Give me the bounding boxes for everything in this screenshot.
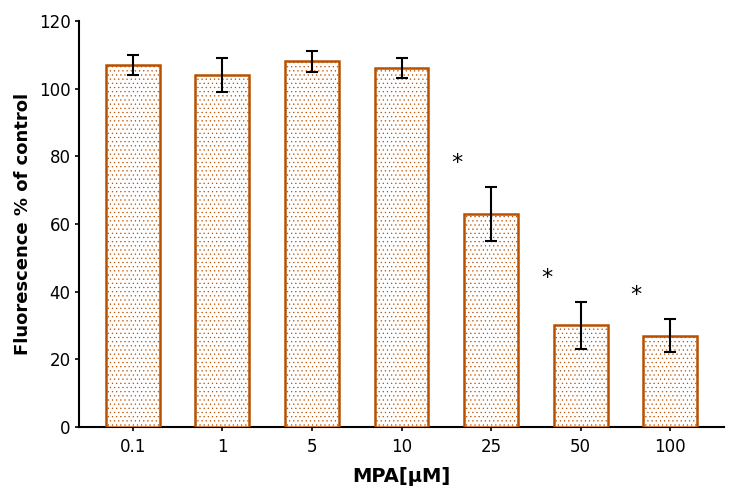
Bar [644, 336, 697, 427]
Y-axis label: Fluorescence % of control: Fluorescence % of control [14, 93, 32, 355]
Bar [285, 62, 339, 427]
Bar [375, 68, 428, 427]
Bar [554, 326, 607, 427]
Text: *: * [541, 268, 552, 288]
Bar [196, 75, 249, 427]
Bar [464, 214, 518, 427]
X-axis label: MPA[μM]: MPA[μM] [352, 467, 451, 486]
Bar [106, 65, 159, 427]
Text: *: * [631, 285, 642, 305]
Text: *: * [452, 153, 463, 173]
